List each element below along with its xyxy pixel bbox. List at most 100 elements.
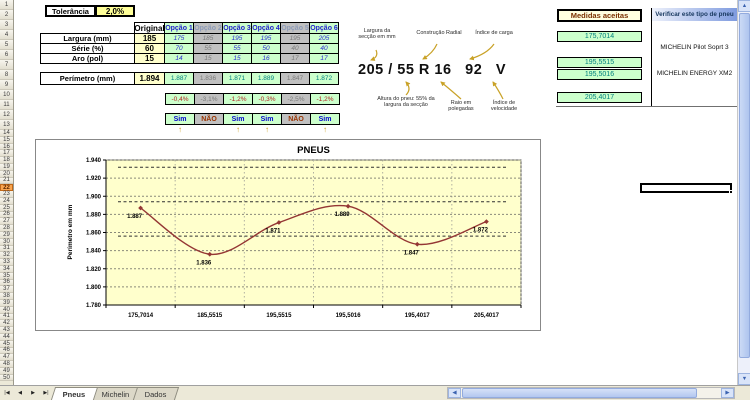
row-header-2[interactable]: 2 [0, 10, 13, 20]
opcao-1-perimetro[interactable]: 1.887 [164, 72, 194, 85]
row-header-24[interactable]: 24 [0, 198, 13, 205]
row-header-35[interactable]: 35 [0, 273, 13, 280]
row-header-29[interactable]: 29 [0, 232, 13, 239]
row-header-1[interactable]: 1 [0, 0, 13, 10]
row-header-42[interactable]: 42 [0, 320, 13, 328]
original-aro[interactable]: 15 [134, 53, 165, 64]
accepted-measure-cell[interactable]: 175,7014 [557, 31, 642, 42]
row-header-14[interactable]: 14 [0, 130, 13, 137]
opcao-3-perimetro[interactable]: 1.871 [222, 72, 252, 85]
row-header-36[interactable]: 36 [0, 279, 13, 287]
row-header-6[interactable]: 6 [0, 50, 13, 60]
opcao-4-desvio[interactable]: -0,3% [252, 93, 282, 105]
opcao-6-desvio[interactable]: -1,2% [310, 93, 340, 105]
row-header-4[interactable]: 4 [0, 30, 13, 40]
opcao-2-aro[interactable]: 15 [193, 53, 223, 64]
opcao-5-desvio[interactable]: -2,5% [281, 93, 311, 105]
row-header-16[interactable]: 16 [0, 144, 13, 151]
row-header-8[interactable]: 8 [0, 70, 13, 80]
original-perimetro[interactable]: 1.894 [134, 72, 165, 85]
row-header-41[interactable]: 41 [0, 313, 13, 321]
sheet-tab-pneus[interactable]: Pneus [50, 386, 98, 400]
scroll-right-button[interactable]: ▶ [721, 388, 734, 398]
opcao-2-desvio[interactable]: -3,1% [194, 93, 224, 105]
vertical-scrollbar-thumb[interactable] [739, 13, 750, 358]
sheet-nav-first-button[interactable]: |◀ [4, 390, 10, 396]
opcao-5-aceito[interactable]: NÃO [281, 113, 311, 125]
fill-handle[interactable] [729, 190, 733, 194]
row-header-7[interactable]: 7 [0, 60, 13, 70]
row-header-38[interactable]: 38 [0, 293, 13, 300]
row-header-9[interactable]: 9 [0, 80, 13, 90]
row-header-18[interactable]: 18 [0, 157, 13, 164]
accepted-measure-cell[interactable]: 195,5016 [557, 69, 642, 80]
opcao-5-aro[interactable]: 17 [280, 53, 310, 64]
scroll-left-button[interactable]: ◀ [448, 388, 461, 398]
figure-label-altura: Altura do pneu: 55% da largura da secção [377, 96, 435, 109]
selected-cell[interactable] [640, 183, 733, 194]
row-header-43[interactable]: 43 [0, 327, 13, 334]
accepted-measure-cell[interactable]: 195,5515 [557, 57, 642, 68]
opcao-2-perimetro[interactable]: 1.836 [193, 72, 223, 85]
opcao-6-perimetro[interactable]: 1.872 [309, 72, 339, 85]
row-header-19[interactable]: 19 [0, 164, 13, 171]
opcao-3-aro[interactable]: 15 [222, 53, 252, 64]
row-header-49[interactable]: 49 [0, 368, 13, 375]
row-header-15[interactable]: 15 [0, 137, 13, 144]
horizontal-scrollbar-thumb[interactable] [462, 388, 697, 398]
row-header-25[interactable]: 25 [0, 205, 13, 212]
row-header-3[interactable]: 3 [0, 20, 13, 30]
sheet-nav-next-button[interactable]: ▶ [31, 390, 35, 396]
row-header-31[interactable]: 31 [0, 245, 13, 253]
opcao-5-perimetro[interactable]: 1.847 [280, 72, 310, 85]
horizontal-scrollbar[interactable]: ◀ ▶ [447, 387, 735, 399]
opcao-4-aceito[interactable]: Sim [252, 113, 282, 125]
y-tick-label: 1.900 [86, 194, 102, 200]
opcao-6-aro[interactable]: 17 [309, 53, 339, 64]
row-header-27[interactable]: 27 [0, 218, 13, 226]
row-header-33[interactable]: 33 [0, 259, 13, 266]
tolerance-value[interactable]: 2,0% [95, 5, 135, 17]
scroll-up-button[interactable]: ▲ [738, 0, 750, 12]
row-header-32[interactable]: 32 [0, 252, 13, 260]
row-header-30[interactable]: 30 [0, 239, 13, 246]
row-header-28[interactable]: 28 [0, 225, 13, 232]
row-header-23[interactable]: 23 [0, 191, 13, 198]
opcao-3-desvio[interactable]: -1,2% [223, 93, 253, 105]
row-header-50[interactable]: 50 [0, 375, 13, 382]
data-point-label: 1.872 [473, 228, 489, 234]
sheet-nav-prev-button[interactable]: ◀ [18, 390, 22, 396]
row-header-22[interactable]: 22 [0, 184, 13, 192]
row-header-48[interactable]: 48 [0, 361, 13, 368]
opcao-4-perimetro[interactable]: 1.889 [251, 72, 281, 85]
row-header-26[interactable]: 26 [0, 211, 13, 219]
row-header-11[interactable]: 11 [0, 100, 13, 110]
opcao-1-aro[interactable]: 14 [164, 53, 194, 64]
row-header-17[interactable]: 17 [0, 150, 13, 158]
row-header-44[interactable]: 44 [0, 334, 13, 341]
vertical-scrollbar[interactable]: ▲ ▼ [737, 0, 750, 385]
row-label-perimetro[interactable]: Perímetro (mm) [40, 72, 135, 85]
row-header-5[interactable]: 5 [0, 40, 13, 50]
row-header-45[interactable]: 45 [0, 341, 13, 348]
row-header-40[interactable]: 40 [0, 307, 13, 314]
row-header-20[interactable]: 20 [0, 171, 13, 178]
row-header-37[interactable]: 37 [0, 286, 13, 294]
horizontal-scrollbar-track[interactable] [461, 388, 721, 398]
row-header-34[interactable]: 34 [0, 266, 13, 273]
row-label-aro[interactable]: Aro (pol) [40, 53, 135, 64]
row-header-12[interactable]: 12 [0, 110, 13, 120]
opcao-1-desvio[interactable]: -0,4% [165, 93, 195, 105]
row-header-46[interactable]: 46 [0, 347, 13, 355]
opcao-6-aceito[interactable]: Sim [310, 113, 340, 125]
row-header-13[interactable]: 13 [0, 120, 13, 130]
row-header-21[interactable]: 21 [0, 177, 13, 185]
row-header-39[interactable]: 39 [0, 300, 13, 307]
row-header-10[interactable]: 10 [0, 90, 13, 100]
opcao-4-aro[interactable]: 16 [251, 53, 281, 64]
sheet-tab-dados[interactable]: Dados [132, 386, 179, 400]
row-header-47[interactable]: 47 [0, 354, 13, 362]
scroll-down-button[interactable]: ▼ [738, 373, 750, 385]
sheet-nav-last-button[interactable]: ▶| [43, 390, 49, 396]
accepted-measure-cell[interactable]: 205,4017 [557, 92, 642, 103]
